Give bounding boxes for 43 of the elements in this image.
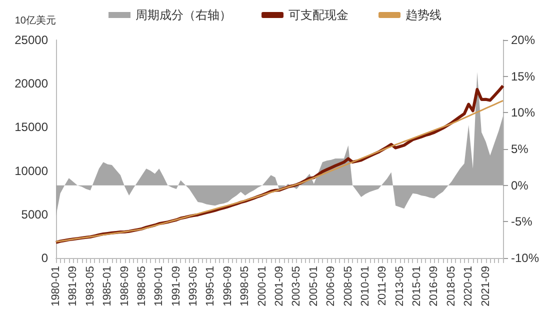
x-tick-label: 1986-09 bbox=[118, 266, 131, 306]
x-tick-label: 1981-09 bbox=[67, 266, 80, 306]
legend-label: 趋势线 bbox=[406, 8, 442, 22]
x-tick-label: 2008-05 bbox=[342, 266, 354, 306]
y-tick-label: 25000 bbox=[14, 33, 48, 47]
x-tick-label: 1980-01 bbox=[50, 266, 62, 306]
y2-tick-label: 10% bbox=[511, 106, 536, 120]
x-tick-label: 1983-05 bbox=[84, 266, 96, 306]
x-tick-label: 2011-09 bbox=[376, 266, 389, 306]
x-tick-label: 1995-01 bbox=[204, 266, 217, 306]
x-tick-label: 2010-01 bbox=[359, 266, 372, 306]
x-tick-label: 2021-09 bbox=[480, 266, 492, 306]
legend-label: 可支配现金 bbox=[288, 8, 348, 22]
y-tick-label: 0 bbox=[41, 251, 48, 265]
x-tick-label: 2001-09 bbox=[274, 266, 286, 306]
x-tick-label: 2020-01 bbox=[462, 266, 475, 306]
x-tick-label: 1990-01 bbox=[153, 266, 166, 306]
y-axis-title: 10亿美元 bbox=[14, 14, 56, 26]
x-tick-label: 1985-01 bbox=[102, 266, 114, 306]
y2-tick-label: -5% bbox=[511, 214, 533, 229]
x-tick-label: 2006-09 bbox=[325, 266, 338, 306]
x-tick-label: 1998-05 bbox=[239, 266, 252, 306]
y-tick-label: 5000 bbox=[21, 207, 48, 222]
y-tick-label: 10000 bbox=[14, 164, 48, 178]
x-tick-label: 2003-05 bbox=[290, 266, 303, 306]
x-tick-label: 2015-01 bbox=[411, 266, 424, 306]
x-tick-label: 2013-05 bbox=[394, 266, 406, 306]
x-tick-label: 1988-05 bbox=[136, 266, 148, 306]
x-tick-label: 1991-09 bbox=[170, 266, 182, 306]
x-tick-label: 1996-09 bbox=[222, 266, 234, 306]
x-tick-label: 2016-09 bbox=[428, 266, 440, 306]
y2-tick-label: 15% bbox=[511, 69, 536, 84]
x-tick-label: 2005-01 bbox=[308, 266, 320, 306]
x-tick-label: 1993-05 bbox=[188, 266, 200, 306]
x-tick-label: 2000-01 bbox=[256, 266, 268, 306]
x-tick-label: 2018-05 bbox=[445, 266, 458, 306]
y2-tick-label: -10% bbox=[511, 251, 540, 265]
y2-tick-label: 0% bbox=[511, 178, 529, 192]
y-tick-label: 15000 bbox=[14, 120, 48, 134]
y-tick-label: 20000 bbox=[14, 76, 48, 91]
y2-tick-label: 5% bbox=[511, 142, 529, 156]
y2-tick-label: 20% bbox=[511, 33, 536, 47]
legend-label: 周期成分（右轴） bbox=[136, 8, 232, 22]
